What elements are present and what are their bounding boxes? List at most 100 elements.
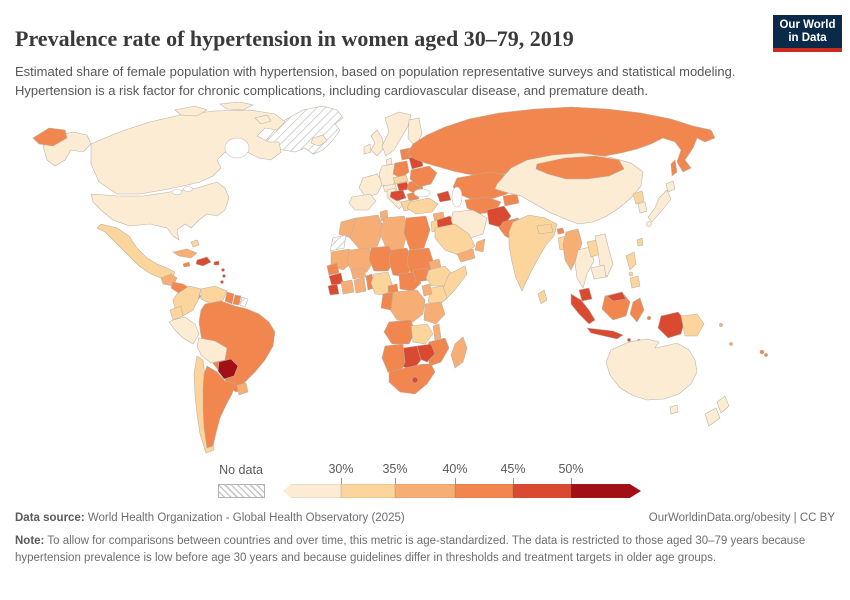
legend-bin-30-35[interactable] [341,484,395,498]
map-region-canada[interactable] [90,109,286,195]
map-region-cuba[interactable] [172,248,198,259]
map-region-sierra-leone-liberia[interactable] [327,283,340,296]
map-region-senegal[interactable] [326,262,340,276]
owid-link[interactable]: OurWorldinData.org/obesity | CC BY [648,512,835,524]
map-region-oman[interactable] [474,238,486,253]
map-region-argentina[interactable] [202,365,236,449]
legend-no-data-swatch[interactable] [218,484,265,498]
map-region-lesser-sunda[interactable] [627,338,631,342]
legend-bin-45-50[interactable] [513,484,571,498]
map-region-ecuador[interactable] [169,305,184,321]
map-region-burkina-faso[interactable] [350,267,367,280]
map-region-japan-kyushu[interactable] [646,221,652,227]
map-region-sulawesi[interactable] [629,297,645,323]
map-region-russia-chukotka[interactable] [32,127,68,147]
map-region-poland[interactable] [392,160,410,179]
legend-bin-gt50[interactable] [571,484,641,498]
map-region-iberia[interactable] [348,193,377,211]
map-region-vietnam[interactable] [594,233,614,278]
map-region-lesotho[interactable] [411,376,419,384]
map-region-tasmania[interactable] [669,404,679,415]
map-region-egypt[interactable] [403,215,431,251]
map-region-nepal[interactable] [536,223,554,235]
map-region-malawi[interactable] [432,323,442,341]
map-region-solomon-islands[interactable] [719,323,723,327]
map-region-mongolia[interactable] [535,155,625,180]
map-region-lesser-antilles[interactable] [221,268,225,272]
map-region-uganda[interactable] [421,283,433,297]
map-region-hispaniola[interactable] [195,256,212,267]
map-region-java[interactable] [586,327,624,340]
map-region-yemen[interactable] [456,248,476,263]
map-region-philippines-mindanao[interactable] [629,275,641,289]
map-region-angola[interactable] [383,319,416,345]
owid-logo[interactable]: Our World in Data [773,15,842,52]
map-region-japan[interactable] [647,189,672,223]
map-region-kyrgyzstan-tajikistan[interactable] [502,193,520,207]
map-region-caucasus[interactable] [436,190,452,203]
map-region-tanzania[interactable] [423,301,446,325]
map-region-libya[interactable] [379,215,409,252]
map-region-uruguay[interactable] [236,382,249,396]
map-region-south-sudan[interactable] [412,267,430,283]
map-region-sumatra[interactable] [570,293,596,325]
map-region-zambia[interactable] [410,323,434,345]
map-region-french-guiana[interactable] [239,296,249,308]
map-region-congo-gabon[interactable] [380,291,394,311]
map-region-north-korea[interactable] [632,190,645,205]
map-region-taiwan[interactable] [636,237,644,247]
map-region-sakhalin[interactable] [670,159,678,177]
map-region-puerto-rico[interactable] [213,260,220,266]
legend-bin-lt30[interactable] [283,484,341,498]
map-region-arctic-islands[interactable] [254,114,272,125]
map-region-south-korea[interactable] [637,201,648,214]
map-region-mali[interactable] [346,247,375,275]
map-region-sri-lanka[interactable] [537,289,548,305]
map-region-japan-hokkaido[interactable] [665,180,676,193]
map-region-new-zealand-south[interactable] [704,407,721,427]
map-region-guyana[interactable] [224,291,235,305]
map-region-venezuela[interactable] [200,285,228,305]
map-region-bahamas[interactable] [190,239,200,248]
map-region-ireland[interactable] [363,143,372,155]
map-region-india[interactable] [508,214,558,292]
map-region-vanuatu[interactable] [729,342,733,346]
map-region-fiji[interactable] [764,353,768,357]
map-region-denmark[interactable] [385,157,393,166]
map-region-paraguay[interactable] [217,358,239,380]
map-region-mexico[interactable] [96,223,176,281]
map-region-ukraine[interactable] [409,165,438,188]
map-region-fiji[interactable] [759,349,765,355]
map-region-arctic-islands[interactable] [174,105,208,117]
map-region-ivory-coast[interactable] [340,279,355,295]
map-region-ghana[interactable] [353,277,367,294]
map-region-bhutan[interactable] [556,227,565,235]
map-region-philippines-visayas[interactable] [628,271,634,277]
map-region-philippines-luzon[interactable] [625,251,637,271]
legend-bin-35-40[interactable] [395,484,455,498]
map-region-papua-new-guinea[interactable] [680,313,705,337]
map-region-france[interactable] [358,173,384,198]
map-region-iceland[interactable] [310,134,328,147]
map-region-balkans[interactable] [389,189,407,202]
map-region-niger[interactable] [368,245,396,272]
map-region-malaysia[interactable] [578,287,593,302]
map-region-australia[interactable] [605,338,698,401]
map-region-uk[interactable] [370,129,385,157]
map-region-jamaica[interactable] [182,261,191,268]
map-region-algeria[interactable] [349,214,385,251]
map-region-western-sahara[interactable] [329,234,347,252]
map-region-myanmar[interactable] [562,228,583,271]
map-region-malaysian-borneo[interactable] [606,291,627,302]
map-region-kenya[interactable] [427,285,448,307]
map-region-west-papua[interactable] [657,311,686,339]
map-region-drc[interactable] [388,289,426,323]
legend-bin-40-45[interactable] [455,484,513,498]
map-region-norway-sweden[interactable] [381,111,412,157]
map-region-peru[interactable] [168,316,200,345]
map-region-lesser-antilles[interactable] [220,280,224,284]
map-region-bolivia[interactable] [196,337,228,364]
map-region-madagascar[interactable] [450,336,468,369]
map-region-czech-slovakia[interactable] [392,174,409,185]
map-region-turkey[interactable] [406,197,439,215]
